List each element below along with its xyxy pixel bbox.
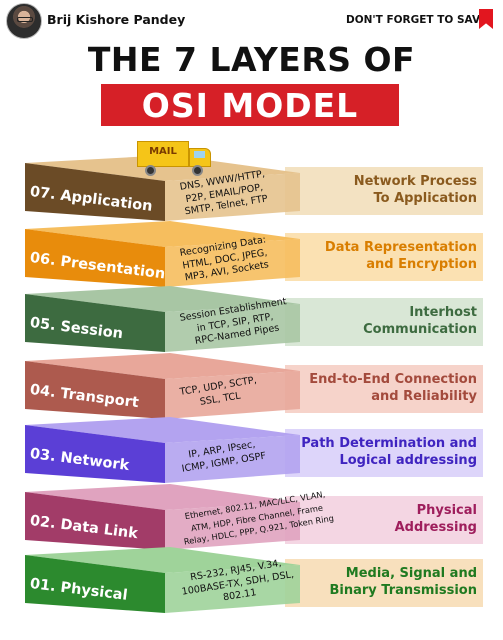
mail-truck-icon: MAIL — [137, 135, 217, 181]
layer-top-face — [25, 286, 300, 312]
layer-description-panel — [285, 365, 483, 413]
author-avatar — [6, 3, 42, 39]
layer-protocol-face — [165, 239, 300, 287]
layer-top-face — [25, 484, 300, 510]
layer-description-panel — [285, 167, 483, 215]
layer-description-panel — [285, 233, 483, 281]
layer-protocol-face — [165, 435, 300, 483]
layer-description-panel — [285, 298, 483, 346]
truck-label: MAIL — [149, 146, 177, 157]
layer-description: Data Representation and Encryption — [324, 240, 477, 272]
layer-side-face — [25, 555, 165, 613]
header: Brij Kishore Pandey DON'T FORGET TO SAVE — [0, 0, 503, 42]
layer-description-panel — [285, 429, 483, 477]
author-name: Brij Kishore Pandey — [47, 12, 186, 27]
layer-top-face — [25, 221, 300, 247]
osi-layer-5 — [25, 286, 483, 352]
layer-description-panel — [285, 496, 483, 544]
title-highlight-box: OSI MODEL — [101, 84, 399, 126]
layer-protocol-face — [165, 304, 300, 352]
layer-protocol-face — [165, 173, 300, 221]
layer-side-face — [25, 492, 165, 550]
layer-protocol-face — [165, 371, 300, 419]
bookmark-icon — [479, 9, 493, 29]
layer-side-face — [25, 425, 165, 483]
layer-description: Media, Signal and Binary Transmission — [329, 566, 477, 598]
layer-side-face — [25, 361, 165, 419]
title-line2: OSI MODEL — [141, 85, 359, 125]
layer-description: Interhost Communication — [363, 305, 477, 337]
title-line1: THE 7 LAYERS OF — [87, 40, 416, 79]
layer-side-face — [25, 163, 165, 221]
layer-top-face — [25, 155, 300, 181]
layer-top-face — [25, 417, 300, 443]
layer-side-face — [25, 294, 165, 352]
osi-layer-7 — [25, 155, 483, 221]
layer-description: End-to-End Connection and Reliability — [309, 372, 477, 404]
osi-layer-4 — [25, 353, 483, 419]
layer-side-face — [25, 229, 165, 287]
layer-top-face — [25, 353, 300, 379]
osi-layer-2 — [25, 484, 483, 550]
layer-top-face — [25, 547, 300, 573]
osi-layer-1 — [25, 547, 483, 613]
layer-description: Network Process To Application — [353, 174, 477, 206]
layer-description: Path Determination and Logical addressing — [301, 436, 477, 468]
layer-description: Physical Addressing — [394, 503, 477, 535]
layer-protocol-face — [165, 502, 300, 550]
layer-description-panel — [285, 559, 483, 607]
layer-protocol-face — [165, 565, 300, 613]
osi-layer-3 — [25, 417, 483, 483]
save-reminder: DON'T FORGET TO SAVE — [346, 14, 488, 26]
osi-layer-6 — [25, 221, 483, 287]
